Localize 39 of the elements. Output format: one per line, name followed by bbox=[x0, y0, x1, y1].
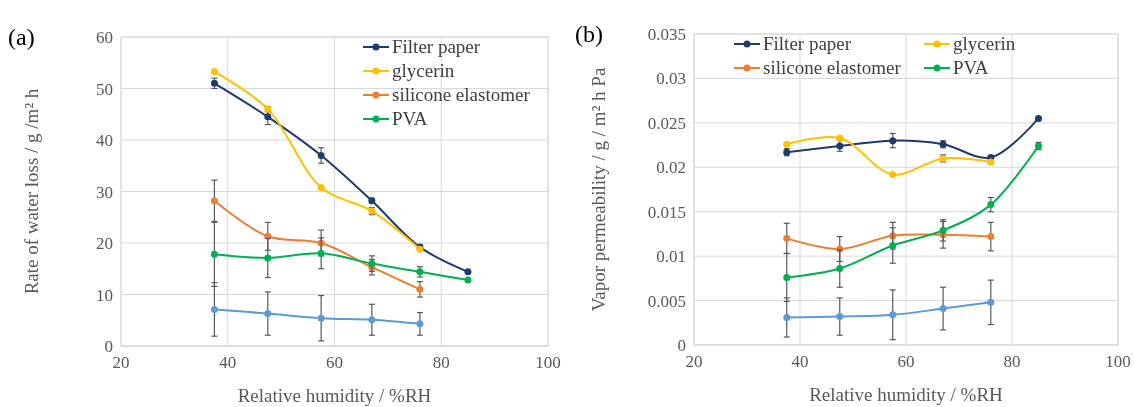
x-tick-label: 80 bbox=[432, 353, 450, 372]
legend-label: glycerin bbox=[953, 33, 1016, 54]
y-axis-title: Rate of water loss / g /m² h bbox=[21, 88, 42, 295]
x-tick-label: 40 bbox=[791, 352, 809, 371]
y-tick-label: 0.015 bbox=[647, 202, 686, 222]
legend-label: silicone elastomer bbox=[392, 84, 531, 105]
y-tick-label: 40 bbox=[96, 131, 113, 150]
legend-label: glycerin bbox=[392, 60, 455, 81]
legend-label: PVA bbox=[392, 108, 428, 129]
y-tick-label: 0.03 bbox=[656, 69, 686, 89]
y-tick-label: 0.02 bbox=[656, 158, 686, 178]
x-tick-label: 80 bbox=[1003, 352, 1021, 371]
y-tick-label: 0.035 bbox=[647, 25, 686, 44]
y-tick-label: 50 bbox=[96, 79, 113, 99]
y-tick-label: 10 bbox=[96, 285, 113, 305]
y-tick-label: 0.005 bbox=[647, 291, 686, 311]
x-tick-label: 100 bbox=[1105, 352, 1131, 371]
legend-label: Filter paper bbox=[763, 33, 852, 54]
y-tick-label: 0.025 bbox=[647, 113, 686, 133]
chart-title: (a) bbox=[8, 24, 35, 50]
chart-title: (b) bbox=[575, 21, 603, 47]
y-tick-label: 30 bbox=[96, 182, 113, 202]
x-tick-label: 100 bbox=[535, 353, 561, 372]
y-tick-label: 60 bbox=[96, 28, 113, 47]
y-tick-label: 20 bbox=[96, 234, 113, 253]
x-axis-title: Relative humidity / %RH bbox=[237, 385, 432, 406]
y-axis-title: Vapor permeability / g / m² h Pa bbox=[588, 67, 609, 312]
x-tick-label: 20 bbox=[112, 353, 130, 372]
y-tick-label: 0 bbox=[677, 336, 686, 355]
legend-label: silicone elastomer bbox=[763, 57, 902, 78]
legend-label: Filter paper bbox=[392, 36, 481, 57]
x-tick-label: 40 bbox=[219, 353, 237, 372]
y-tick-label: 0.01 bbox=[656, 247, 686, 267]
y-tick-label: 0 bbox=[104, 337, 113, 356]
legend-label: PVA bbox=[953, 57, 989, 78]
x-tick-label: 60 bbox=[897, 352, 915, 371]
x-tick-label: 60 bbox=[326, 353, 343, 372]
x-axis-title: Relative humidity / %RH bbox=[809, 384, 1004, 405]
x-tick-label: 20 bbox=[685, 352, 703, 371]
